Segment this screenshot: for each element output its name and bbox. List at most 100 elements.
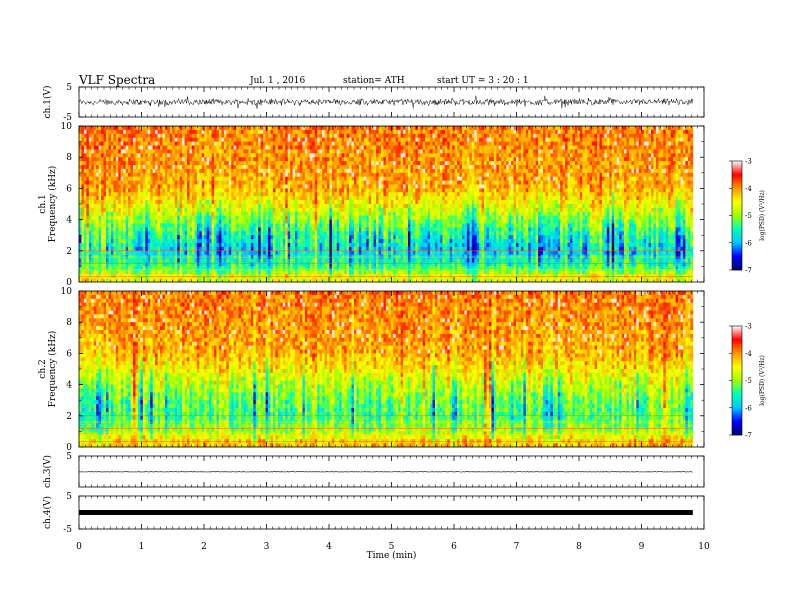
heatmap-cell: [282, 153, 286, 158]
heatmap-cell: [101, 145, 104, 150]
heatmap-cell: [177, 145, 181, 150]
heatmap-cell: [376, 176, 379, 181]
heatmap-cell: [258, 149, 262, 154]
heatmap-cell: [371, 165, 374, 170]
heatmap-cell: [457, 184, 460, 189]
heatmap-cell: [594, 157, 598, 162]
heatmap-cell: [79, 196, 82, 201]
heatmap-cell: [152, 184, 156, 189]
heatmap-cell: [248, 126, 252, 131]
heatmap-cell: [442, 137, 446, 142]
heatmap-cell: [540, 129, 544, 135]
heatmap-cell: [221, 145, 225, 150]
heatmap-cell: [182, 188, 185, 193]
heatmap-cell: [162, 149, 166, 154]
heatmap-cell: [582, 153, 586, 158]
heatmap-cell: [621, 165, 625, 170]
heatmap-cell: [162, 126, 166, 131]
heatmap-cell: [457, 188, 460, 193]
heatmap-cell: [484, 176, 487, 181]
heatmap-cell: [592, 192, 595, 197]
heatmap-cell: [383, 196, 387, 201]
heatmap-cell: [621, 153, 625, 158]
heatmap-cell: [633, 133, 637, 139]
heatmap-cell: [601, 145, 605, 150]
heatmap-cell: [373, 192, 377, 197]
heatmap-cell: [88, 161, 92, 166]
heatmap-cell: [115, 184, 119, 189]
heatmap-cell: [447, 168, 451, 174]
heatmap-cell: [555, 145, 559, 150]
heatmap-cell: [312, 133, 316, 139]
heatmap-cell: [570, 176, 573, 181]
heatmap-cell: [383, 153, 387, 158]
heatmap-cell: [648, 184, 652, 189]
heatmap-cell: [660, 149, 664, 154]
heatmap-cell: [142, 188, 146, 193]
heatmap-cell: [218, 165, 222, 170]
heatmap-cell: [319, 172, 323, 178]
heatmap-cell: [690, 129, 694, 135]
heatmap-cell: [552, 129, 556, 135]
heatmap-cell: [331, 172, 335, 178]
heatmap-cell: [157, 153, 161, 158]
heatmap-cell: [675, 161, 679, 166]
heatmap-cell: [182, 129, 185, 135]
heatmap-cell: [125, 188, 129, 193]
heatmap-cell: [562, 137, 566, 142]
heatmap-cell: [474, 133, 478, 139]
heatmap-cell: [420, 137, 424, 142]
heatmap-cell: [172, 141, 176, 146]
heatmap-cell: [157, 176, 161, 181]
heatmap-cell: [538, 153, 541, 158]
heatmap-cell: [272, 184, 276, 189]
heatmap-cell: [299, 133, 303, 139]
heatmap-cell: [447, 133, 451, 139]
heatmap-cell: [125, 196, 129, 201]
heatmap-cell: [150, 145, 154, 150]
heatmap-cell: [599, 126, 603, 131]
heatmap-cell: [324, 192, 328, 197]
heatmap-cell: [133, 129, 136, 135]
heatmap-cell: [420, 157, 424, 162]
heatmap-cell: [142, 168, 146, 174]
heatmap-cell: [206, 184, 210, 189]
heatmap-cell: [552, 176, 556, 181]
heatmap-cell: [562, 168, 566, 174]
heatmap-cell: [678, 165, 681, 170]
heatmap-cell: [651, 157, 654, 162]
heatmap-cell: [120, 196, 124, 201]
heatmap-cell: [444, 153, 448, 158]
heatmap-cell: [665, 176, 669, 181]
heatmap-cell: [86, 172, 90, 178]
heatmap-cell: [88, 200, 92, 205]
heatmap-cell: [346, 168, 350, 174]
heatmap-cell: [638, 192, 642, 197]
heatmap-cell: [376, 157, 379, 162]
heatmap-cell: [606, 161, 610, 166]
heatmap-cell: [81, 168, 85, 174]
heatmap-cell: [641, 129, 645, 135]
heatmap-cell: [420, 172, 424, 178]
heatmap-cell: [199, 165, 203, 170]
heatmap-cell: [619, 133, 622, 139]
heatmap-cell: [577, 161, 581, 166]
heatmap-cell: [511, 180, 514, 185]
heatmap-cell: [582, 192, 586, 197]
heatmap-cell: [452, 126, 456, 131]
heatmap-cell: [93, 168, 97, 174]
heatmap-cell: [395, 168, 399, 174]
heatmap-cell: [241, 168, 244, 174]
heatmap-cell: [594, 137, 598, 142]
heatmap-cell: [226, 145, 230, 150]
heatmap-cell: [353, 165, 357, 170]
heatmap-cell: [260, 180, 264, 185]
heatmap-cell: [678, 180, 681, 185]
heatmap-cell: [670, 196, 674, 201]
heatmap-cell: [152, 192, 156, 197]
heatmap-cell: [113, 141, 117, 146]
heatmap-cell: [206, 165, 210, 170]
heatmap-cell: [520, 157, 524, 162]
heatmap-cell: [439, 141, 443, 146]
heatmap-cell: [221, 137, 225, 142]
